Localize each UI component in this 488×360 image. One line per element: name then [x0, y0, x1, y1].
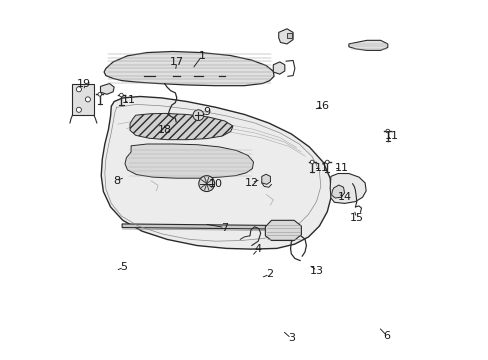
- Circle shape: [76, 107, 81, 112]
- Text: 16: 16: [315, 101, 329, 111]
- Text: 6: 6: [383, 330, 389, 341]
- Text: 2: 2: [265, 269, 273, 279]
- Text: 5: 5: [120, 262, 127, 272]
- Polygon shape: [101, 84, 114, 94]
- Circle shape: [120, 93, 123, 97]
- Polygon shape: [130, 113, 232, 140]
- Text: 12: 12: [244, 178, 258, 188]
- Circle shape: [385, 129, 389, 133]
- Polygon shape: [265, 220, 301, 240]
- Text: 11: 11: [314, 163, 328, 174]
- Text: 18: 18: [157, 125, 171, 135]
- Circle shape: [310, 160, 313, 164]
- Polygon shape: [122, 224, 266, 229]
- Text: 17: 17: [169, 57, 183, 67]
- Text: 14: 14: [337, 192, 351, 202]
- Text: 4: 4: [254, 244, 261, 254]
- Text: 3: 3: [287, 333, 294, 343]
- Polygon shape: [286, 33, 291, 38]
- Circle shape: [76, 87, 81, 92]
- Text: 11: 11: [385, 131, 398, 141]
- Text: 11: 11: [334, 163, 348, 174]
- Text: 7: 7: [221, 222, 228, 233]
- Polygon shape: [72, 84, 94, 115]
- Text: 10: 10: [208, 179, 222, 189]
- Text: 13: 13: [309, 266, 324, 276]
- Text: 9: 9: [203, 107, 210, 117]
- Polygon shape: [273, 62, 284, 74]
- Text: 8: 8: [113, 176, 120, 186]
- Polygon shape: [101, 96, 331, 249]
- Circle shape: [193, 110, 203, 121]
- Text: 1: 1: [198, 51, 205, 61]
- Text: 19: 19: [77, 78, 91, 89]
- Text: 15: 15: [349, 213, 363, 223]
- Circle shape: [199, 176, 214, 192]
- Text: 11: 11: [122, 95, 136, 105]
- Polygon shape: [329, 174, 366, 203]
- Circle shape: [98, 93, 102, 96]
- Circle shape: [325, 160, 328, 164]
- Circle shape: [85, 97, 90, 102]
- Polygon shape: [348, 40, 387, 50]
- Polygon shape: [125, 144, 253, 178]
- Polygon shape: [278, 29, 292, 44]
- Polygon shape: [261, 174, 270, 184]
- Polygon shape: [104, 51, 273, 86]
- Polygon shape: [331, 185, 344, 198]
